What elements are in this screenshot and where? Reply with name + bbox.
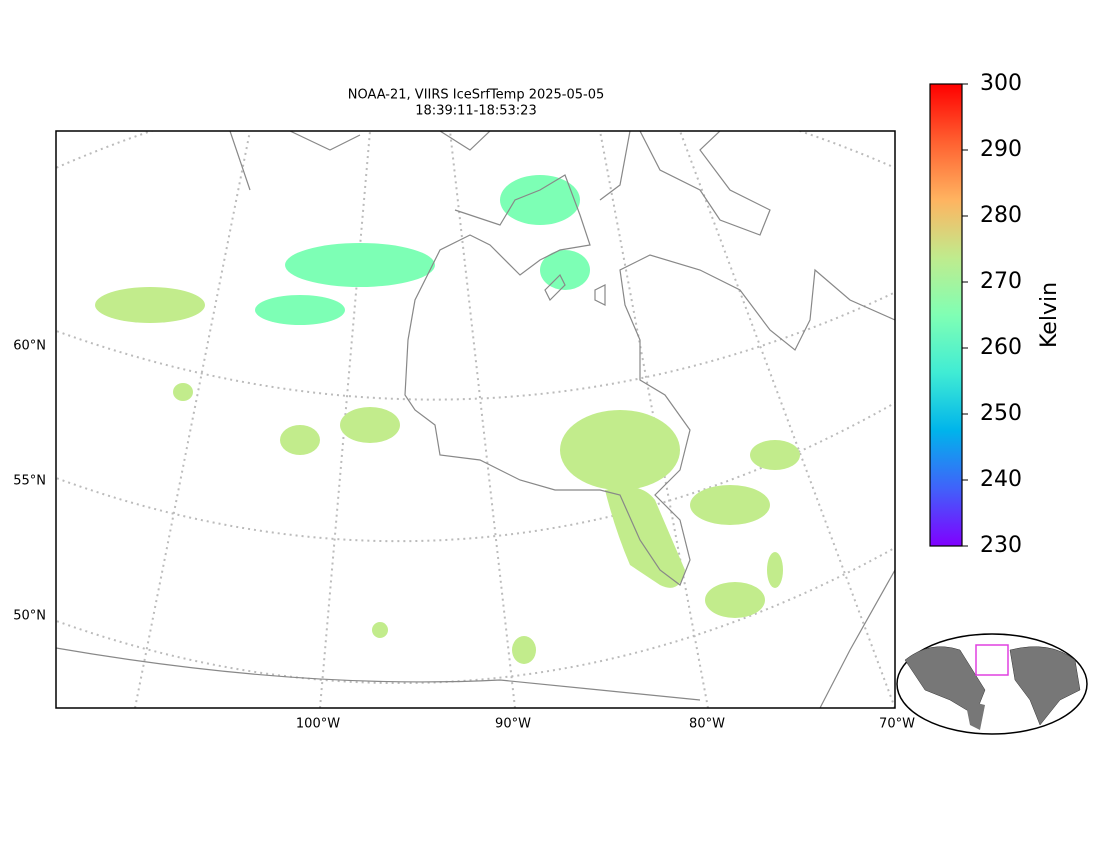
graticule (56, 131, 895, 708)
title-line: 18:39:11-18:53:23 (415, 104, 536, 119)
colorbar-tick-label: 260 (980, 335, 1022, 360)
map-frame (55, 130, 896, 709)
colorbar-tick-label: 280 (980, 203, 1022, 228)
lat-label: 60°N (13, 339, 46, 354)
colorbar-tick-label: 290 (980, 137, 1022, 162)
lon-label: 100°W (296, 717, 340, 732)
title-line: NOAA-21, VIIRS IceSrfTemp 2025-05-05 (348, 88, 605, 103)
colorbar-tick-label: 300 (980, 71, 1022, 96)
lat-label: 50°N (13, 609, 46, 624)
lon-label: 70°W (879, 717, 915, 732)
colorbar (929, 83, 963, 547)
colorbar-tick-label: 270 (980, 269, 1022, 294)
colorbar-tick-label: 230 (980, 533, 1022, 558)
colorbar-label: Kelvin (1037, 282, 1062, 348)
inset-globe (896, 633, 1088, 735)
ice-patches (95, 175, 800, 664)
lon-label: 90°W (495, 717, 531, 732)
lon-label: 80°W (689, 717, 725, 732)
colorbar-tick-label: 250 (980, 401, 1022, 426)
lat-label: 55°N (13, 474, 46, 489)
map-body (56, 131, 895, 708)
coastlines (56, 131, 895, 708)
colorbar-tick-label: 240 (980, 467, 1022, 492)
